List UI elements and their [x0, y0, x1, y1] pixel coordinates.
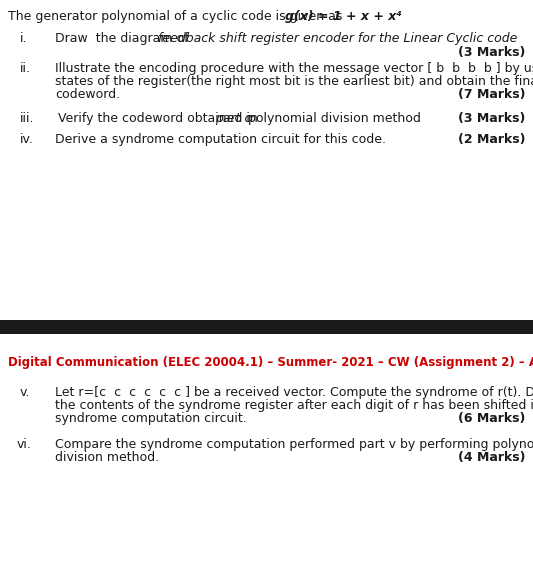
- Text: syndrome computation circuit.: syndrome computation circuit.: [55, 412, 247, 425]
- Text: part c: part c: [215, 112, 252, 125]
- Text: v.: v.: [20, 386, 30, 399]
- Bar: [0, 320, 533, 334]
- Text: states of the register(the right most bit is the earliest bit) and obtain the fi: states of the register(the right most bi…: [55, 75, 533, 88]
- Text: i.: i.: [20, 32, 28, 45]
- Text: vi.: vi.: [17, 438, 32, 451]
- Text: division method.: division method.: [55, 451, 159, 464]
- Text: Compare the syndrome computation performed part v by performing polynomial: Compare the syndrome computation perform…: [55, 438, 533, 451]
- Text: iii.: iii.: [20, 112, 35, 125]
- Text: (2 Marks): (2 Marks): [457, 133, 525, 146]
- Text: Verify the codeword obtained in: Verify the codeword obtained in: [58, 112, 262, 125]
- Text: Draw  the diagram of: Draw the diagram of: [55, 32, 192, 45]
- Text: (3 Marks): (3 Marks): [458, 46, 525, 59]
- Text: g(x) = 1 + x + x⁴: g(x) = 1 + x + x⁴: [285, 10, 402, 23]
- Text: Illustrate the encoding procedure with the message vector [ b  b  b  b ] by usin: Illustrate the encoding procedure with t…: [55, 62, 533, 75]
- Text: (4 Marks): (4 Marks): [457, 451, 525, 464]
- Text: (7 Marks): (7 Marks): [457, 88, 525, 101]
- Text: codeword.: codeword.: [55, 88, 120, 101]
- Text: feedback shift register encoder for the Linear Cyclic code: feedback shift register encoder for the …: [158, 32, 518, 45]
- Text: Digital Communication (ELEC 20004.1) – Summer- 2021 – CW (Assignment 2) – All – : Digital Communication (ELEC 20004.1) – S…: [8, 356, 533, 369]
- Text: (6 Marks): (6 Marks): [458, 412, 525, 425]
- Text: iv.: iv.: [20, 133, 34, 146]
- Text: Derive a syndrome computation circuit for this code.: Derive a syndrome computation circuit fo…: [55, 133, 386, 146]
- Text: polynomial division method: polynomial division method: [244, 112, 421, 125]
- Text: (3 Marks): (3 Marks): [458, 112, 525, 125]
- Text: the contents of the syndrome register after each digit of r has been shifted int: the contents of the syndrome register af…: [55, 399, 533, 412]
- Text: The generator polynomial of a cyclic code is given as: The generator polynomial of a cyclic cod…: [8, 10, 342, 23]
- Text: ii.: ii.: [20, 62, 31, 75]
- Text: Let r=[c  c  c  c  c  c ] be a received vector. Compute the syndrome of r(t). Di: Let r=[c c c c c c ] be a received vecto…: [55, 386, 533, 399]
